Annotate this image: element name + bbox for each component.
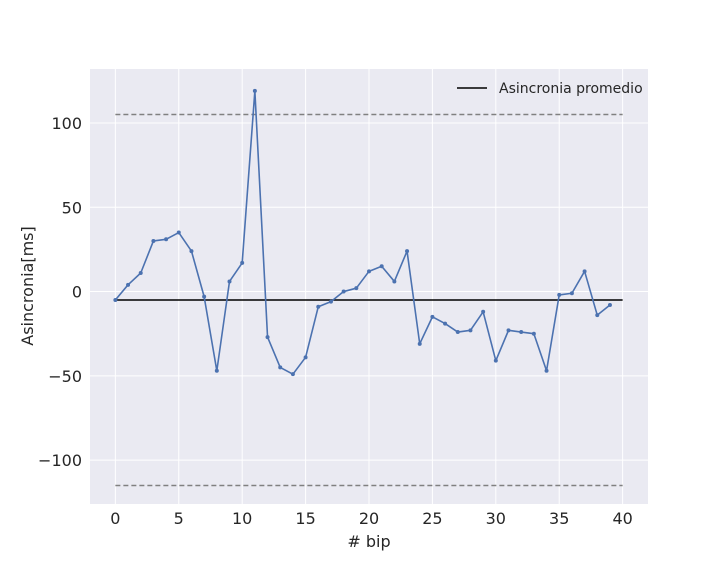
data-point — [138, 271, 143, 276]
y-tick-label: 100 — [51, 114, 82, 133]
data-point — [290, 372, 295, 377]
data-point — [443, 321, 448, 326]
data-point — [214, 368, 219, 373]
data-point — [164, 237, 169, 242]
data-point — [252, 88, 257, 93]
y-tick-label: 0 — [72, 283, 82, 302]
data-point — [278, 365, 283, 370]
y-tick-label: 50 — [62, 198, 82, 217]
x-tick-label: 35 — [549, 509, 569, 528]
y-ticks: −100 −50 0 50 100 — [38, 114, 82, 470]
data-point — [607, 303, 612, 308]
data-point — [417, 341, 422, 346]
data-point — [265, 335, 270, 340]
data-point — [531, 331, 536, 336]
data-point — [303, 355, 308, 360]
data-point — [176, 230, 181, 235]
data-point — [506, 328, 511, 333]
data-point — [493, 358, 498, 363]
data-point — [240, 260, 245, 265]
data-point — [595, 313, 600, 318]
series-line — [114, 90, 611, 375]
legend: Asincronia promedio — [457, 81, 643, 97]
data-point — [341, 289, 346, 294]
data-point — [328, 299, 333, 304]
series-group — [113, 88, 612, 377]
data-point — [379, 264, 384, 269]
data-point — [126, 282, 131, 287]
data-point — [481, 309, 486, 314]
data-point — [430, 314, 435, 319]
data-point — [354, 286, 359, 291]
data-point — [455, 330, 460, 335]
data-point — [113, 297, 118, 302]
x-tick-label: 5 — [174, 509, 184, 528]
y-axis-label: Asincronia[ms] — [18, 226, 37, 345]
data-point — [544, 368, 549, 373]
grid — [90, 69, 648, 504]
x-tick-label: 10 — [232, 509, 252, 528]
data-point — [582, 269, 587, 274]
x-tick-label: 25 — [422, 509, 442, 528]
data-point — [569, 291, 574, 296]
data-point — [557, 292, 562, 297]
data-point — [202, 294, 207, 299]
x-axis-label: # bip — [347, 532, 390, 551]
data-point — [151, 238, 156, 243]
data-point — [367, 269, 371, 274]
data-point — [189, 249, 194, 254]
x-tick-label: 40 — [612, 509, 632, 528]
data-point — [519, 330, 524, 335]
data-point — [468, 328, 473, 333]
y-tick-label: −100 — [38, 451, 82, 470]
y-tick-label: −50 — [48, 367, 82, 386]
data-point — [405, 249, 410, 254]
bound-lines — [115, 113, 623, 487]
x-tick-label: 0 — [110, 509, 120, 528]
data-point — [392, 279, 397, 284]
x-tick-label: 15 — [295, 509, 315, 528]
x-tick-label: 30 — [486, 509, 506, 528]
legend-mean-label: Asincronia promedio — [499, 81, 643, 97]
x-tick-label: 20 — [359, 509, 379, 528]
data-point — [227, 279, 232, 284]
x-ticks: 0 5 10 15 20 25 30 35 40 — [110, 509, 633, 528]
data-point — [316, 304, 321, 309]
